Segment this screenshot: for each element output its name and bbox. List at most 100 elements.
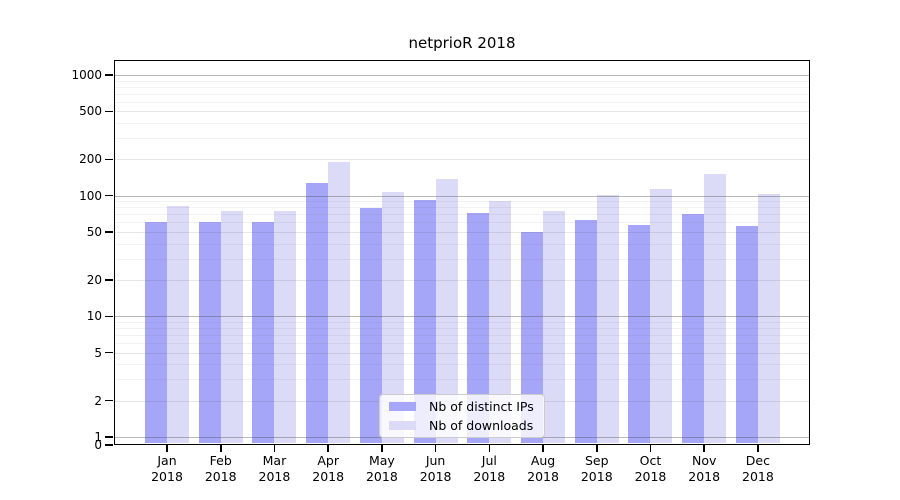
x-tick-jun xyxy=(434,445,437,452)
y-tick-label-1000: 1000 xyxy=(71,67,102,82)
y-tick-2 xyxy=(105,399,113,402)
bar-ips-nov xyxy=(682,213,705,444)
y-tick-label-5: 5 xyxy=(94,345,102,360)
y-tick-0 xyxy=(105,444,113,446)
gridline-400 xyxy=(114,123,810,124)
bar-downloads-apr xyxy=(328,162,351,444)
y-tick-5 xyxy=(105,351,113,354)
x-tick-label-feb: Feb 2018 xyxy=(204,453,237,484)
gridline-30 xyxy=(114,258,810,260)
bar-downloads-jun xyxy=(435,178,458,444)
x-tick-feb xyxy=(219,445,222,452)
bar-ips-oct xyxy=(628,225,651,444)
y-tick-label-50: 50 xyxy=(86,224,102,239)
x-tick-sep xyxy=(595,445,598,452)
x-tick-label-mar: Mar 2018 xyxy=(258,453,291,484)
bar-ips-sep xyxy=(574,219,597,444)
gridline-80 xyxy=(114,207,810,209)
x-tick-label-dec: Dec 2018 xyxy=(742,453,774,484)
bar-ips-apr xyxy=(306,182,329,444)
y-tick-label-200: 200 xyxy=(79,152,102,167)
legend: Nb of distinct IPs Nb of downloads xyxy=(379,394,545,438)
gridline-70 xyxy=(114,214,810,216)
x-tick-label-oct: Oct 2018 xyxy=(634,453,667,484)
gridline-50 xyxy=(114,231,810,233)
y-tick-1 xyxy=(105,436,113,438)
bar-downloads-jan xyxy=(167,206,189,444)
gridline-700 xyxy=(114,93,810,95)
y-tick-label-2: 2 xyxy=(94,393,102,408)
gridline-40 xyxy=(114,243,810,245)
y-tick-10 xyxy=(105,315,113,318)
chart-title: netprioR 2018 xyxy=(408,34,516,52)
x-tick-label-may: May 2018 xyxy=(365,453,398,484)
gridline-8 xyxy=(114,328,810,330)
y-tick-100 xyxy=(105,194,113,197)
gridline-600 xyxy=(114,101,810,103)
y-tick-label-10: 10 xyxy=(86,309,102,324)
y-tick-500 xyxy=(105,110,113,113)
bar-ips-jun xyxy=(413,200,436,444)
y-tick-label-20: 20 xyxy=(86,273,102,287)
y-tick-50 xyxy=(105,231,113,233)
x-tick-label-jan: Jan 2018 xyxy=(151,453,183,484)
gridline-900 xyxy=(114,80,810,82)
x-tick-label-sep: Sep 2018 xyxy=(580,453,613,484)
gridline-800 xyxy=(114,86,810,88)
gridline-10 xyxy=(114,316,810,318)
bar-ips-feb xyxy=(198,222,221,444)
bar-ips-mar xyxy=(252,221,275,444)
y-tick-label-0: 0 xyxy=(94,438,102,452)
gridline-20 xyxy=(114,280,810,281)
bar-ips-aug xyxy=(521,231,544,444)
y-tick-1000 xyxy=(105,74,113,76)
y-tick-200 xyxy=(105,158,113,161)
gridline-1000 xyxy=(114,74,810,76)
x-tick-dec xyxy=(757,445,759,452)
gridline-300 xyxy=(114,138,810,140)
x-tick-label-jun: Jun 2018 xyxy=(419,453,452,484)
bar-downloads-oct xyxy=(650,189,673,444)
bar-ips-may xyxy=(359,208,382,444)
x-tick-may xyxy=(381,445,383,452)
x-tick-label-aug: Aug 2018 xyxy=(527,453,559,484)
x-tick-oct xyxy=(649,445,652,452)
gridline-4 xyxy=(114,364,810,366)
bar-downloads-mar xyxy=(274,210,297,444)
grid-layer xyxy=(114,60,810,445)
bar-downloads-dec xyxy=(757,193,780,444)
gridline-9 xyxy=(114,321,810,323)
x-tick-mar xyxy=(273,445,276,452)
gridline-5 xyxy=(114,352,810,354)
bar-downloads-jul xyxy=(489,201,512,444)
legend-label-downloads: Nb of downloads xyxy=(429,418,534,433)
bar-downloads-nov xyxy=(704,174,727,444)
bars-layer xyxy=(114,60,810,445)
bar-downloads-aug xyxy=(543,211,566,444)
gridline-100 xyxy=(114,195,810,197)
gridline-500 xyxy=(114,111,810,113)
legend-item-distinct-ips: Nb of distinct IPs xyxy=(389,399,535,414)
legend-swatch-downloads xyxy=(389,421,416,430)
bar-ips-jan xyxy=(145,222,167,444)
x-tick-jan xyxy=(166,445,168,452)
x-tick-apr xyxy=(327,445,329,452)
x-tick-aug xyxy=(542,445,544,452)
gridline-90 xyxy=(114,201,810,203)
x-tick-label-jul: Jul 2018 xyxy=(473,453,506,484)
x-tick-jul xyxy=(488,445,491,452)
gridline-200 xyxy=(114,159,810,161)
gridline-6 xyxy=(114,343,810,345)
bar-downloads-sep xyxy=(596,194,619,444)
x-tick-nov xyxy=(703,445,705,452)
plot-frame xyxy=(114,60,810,445)
legend-label-distinct-ips: Nb of distinct IPs xyxy=(429,399,534,414)
bar-downloads-feb xyxy=(220,210,243,444)
legend-swatch-distinct-ips xyxy=(389,402,416,411)
y-tick-label-1: 1 xyxy=(94,430,102,444)
gridline-60 xyxy=(114,222,810,224)
bar-ips-dec xyxy=(735,226,758,444)
gridline-3 xyxy=(114,379,810,381)
gridline-7 xyxy=(114,335,810,337)
